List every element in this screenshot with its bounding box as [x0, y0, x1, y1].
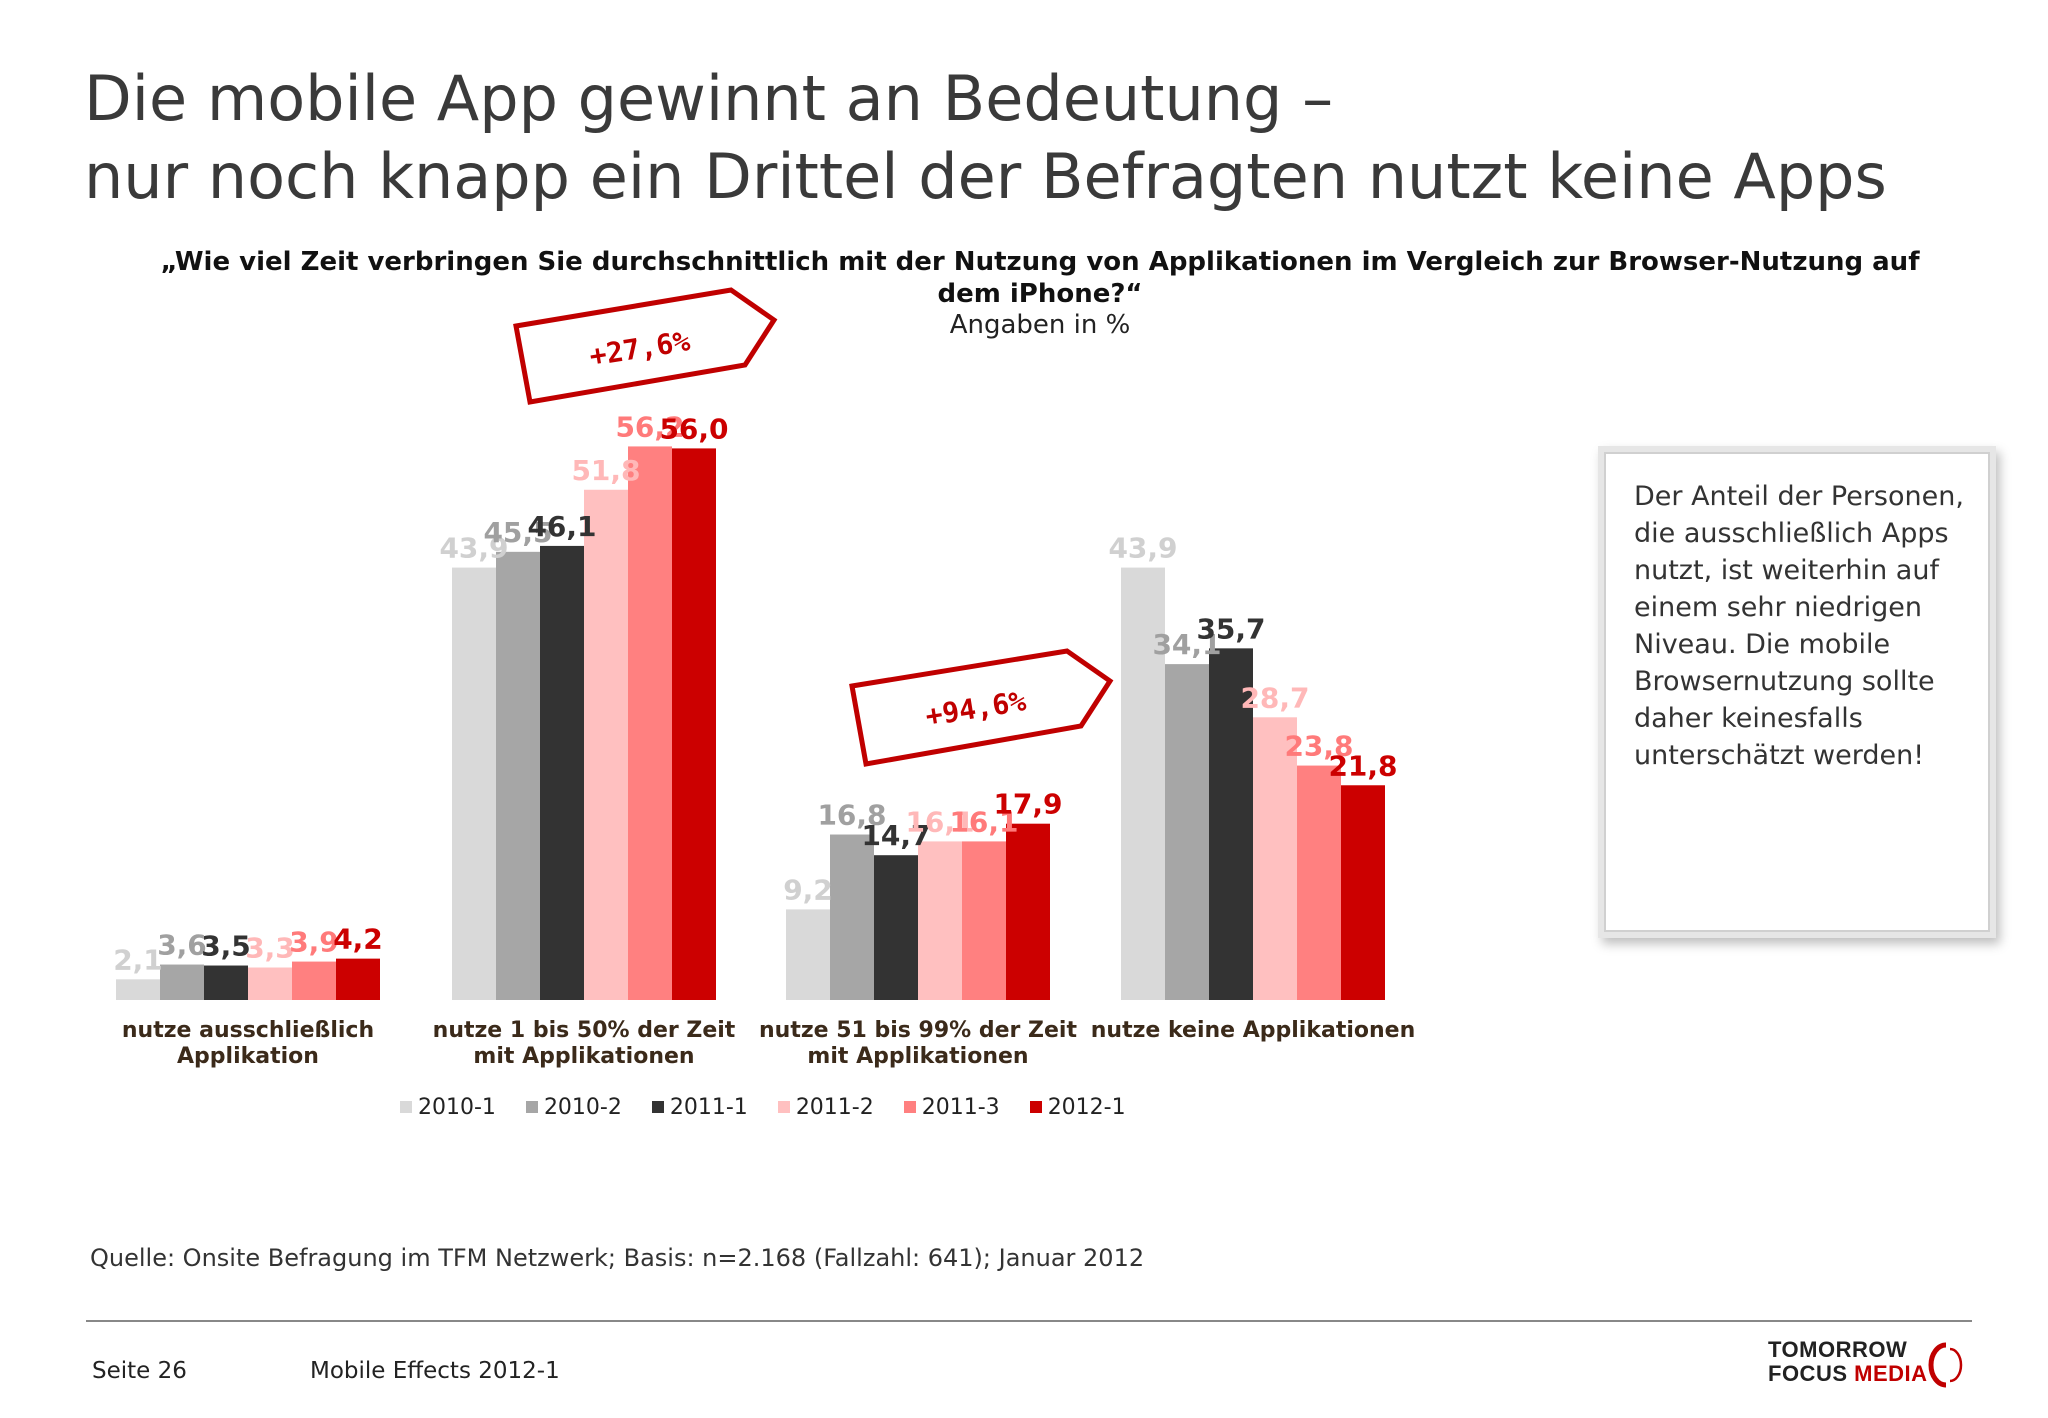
legend-item-2010-2: 2010-2	[525, 1092, 622, 1122]
bar-value-label-2011-1-cat-2: 46,1	[527, 510, 596, 543]
bar-2012-1-cat-1	[336, 958, 380, 1000]
bar-value-label-2012-1-cat-3: 17,9	[993, 788, 1062, 821]
units-label: Angaben in %	[949, 310, 1131, 340]
bar-value-label-2011-2-cat-3: 16,1	[905, 805, 974, 838]
legend-swatch	[777, 1101, 790, 1113]
callout-arrow-2	[849, 648, 1114, 767]
legend-item-2011-3: 2011-3	[903, 1092, 1000, 1122]
bar-labels-group: 2,13,63,53,33,94,243,945,546,151,856,256…	[113, 410, 1397, 976]
bar-2011-3-cat-3	[962, 841, 1006, 1000]
bar-value-label-2012-1-cat-2: 56,0	[659, 412, 728, 445]
legend-swatch	[525, 1101, 538, 1113]
bar-2010-2-cat-2	[496, 551, 540, 1000]
bar-2011-2-cat-4	[1253, 717, 1297, 1000]
bar-value-label-2010-1-cat-2: 43,9	[439, 532, 508, 565]
report-name: Mobile Effects 2012-1	[310, 1358, 560, 1384]
bar-2012-1-cat-4	[1341, 785, 1385, 1000]
legend-swatch	[651, 1101, 664, 1113]
bar-2010-1-cat-4	[1121, 567, 1165, 1000]
source-note: Quelle: Onsite Befragung im TFM Netzwerk…	[90, 1244, 1145, 1272]
bars-group	[116, 446, 1385, 1000]
bar-value-label-2010-2-cat-3: 16,8	[817, 799, 886, 832]
bar-value-label-2011-1-cat-1: 3,5	[201, 930, 251, 963]
note-board: Der Anteil der Personen, die ausschließl…	[1598, 446, 1996, 938]
logo-line-2: FOCUS MEDIA	[1768, 1362, 1968, 1386]
legend-label: 2011-2	[795, 1094, 874, 1120]
bar-2010-2-cat-1	[160, 964, 204, 1000]
survey-question: „Wie viel Zeit verbringen Sie durchschni…	[160, 247, 1920, 309]
legend-swatch	[400, 1101, 412, 1113]
category-label-2: nutze 1 bis 50% der Zeit mit Applikation…	[432, 1018, 736, 1069]
bar-2011-1-cat-4	[1209, 648, 1253, 1000]
bar-2010-2-cat-4	[1165, 664, 1209, 1000]
bar-value-label-2011-3-cat-4: 23,8	[1284, 730, 1353, 763]
bar-value-label-2011-1-cat-4: 35,7	[1196, 612, 1265, 645]
logo-word-media: MEDIA	[1854, 1361, 1928, 1386]
footer-divider	[86, 1320, 1972, 1322]
legend-item-2011-1: 2011-1	[651, 1092, 748, 1122]
note-text: Der Anteil der Personen, die ausschließl…	[1634, 481, 1964, 771]
bar-value-label-2012-1-cat-4: 21,8	[1328, 749, 1397, 782]
bar-2011-3-cat-4	[1297, 765, 1341, 1000]
legend-item-2012-1: 2012-1	[1029, 1092, 1126, 1122]
category-label-4: nutze keine Applikationen	[1090, 1018, 1416, 1043]
bar-2011-1-cat-1	[204, 965, 248, 1000]
bar-2011-1-cat-3	[874, 855, 918, 1000]
bar-value-label-2011-3-cat-2: 56,2	[615, 410, 684, 443]
legend-label: 2011-1	[669, 1094, 748, 1120]
logo-line-1: TOMORROW	[1768, 1337, 1908, 1362]
bar-value-label-2010-2-cat-2: 45,5	[483, 516, 552, 549]
bar-2011-2-cat-2	[584, 489, 628, 1000]
bar-value-label-2012-1-cat-1: 4,2	[333, 923, 383, 956]
legend-item-2010-1: 2010-1	[400, 1092, 496, 1122]
logo-word-focus: FOCUS	[1768, 1361, 1848, 1386]
company-logo: TOMORROW FOCUS MEDIA	[1768, 1338, 1968, 1398]
bar-value-label-2011-3-cat-1: 3,9	[289, 926, 339, 959]
bar-2011-3-cat-2	[628, 446, 672, 1000]
bar-2010-1-cat-3	[786, 909, 830, 1000]
legend: 2010-1 2010-2 2011-1 2011-2 2011-3 2012-1	[400, 1092, 1126, 1122]
bar-value-label-2010-1-cat-3: 9,2	[783, 873, 833, 906]
bar-2011-2-cat-3	[918, 841, 962, 1000]
bar-2010-1-cat-1	[116, 979, 160, 1000]
bar-value-label-2011-1-cat-3: 14,7	[861, 819, 930, 852]
bar-2012-1-cat-2	[672, 448, 716, 1000]
page-title: Die mobile App gewinnt an Bedeutung – nu…	[84, 60, 2004, 216]
bar-value-label-2011-2-cat-2: 51,8	[571, 454, 640, 487]
legend-label: 2010-2	[543, 1094, 622, 1120]
bar-value-label-2010-1-cat-4: 43,9	[1108, 532, 1177, 565]
bar-2011-2-cat-1	[248, 967, 292, 1000]
category-label-3: nutze 51 bis 99% der Zeit mit Applikatio…	[759, 1018, 1077, 1069]
legend-label: 2012-1	[1047, 1094, 1126, 1120]
logo-ring-icon	[1928, 1342, 1963, 1388]
title-line-2: nur noch knapp ein Drittel der Befragten…	[84, 140, 1887, 213]
category-label-1: nutze ausschließlich Applikation	[121, 1018, 375, 1069]
legend-item-2011-2: 2011-2	[777, 1092, 874, 1122]
legend-swatch	[1029, 1101, 1042, 1113]
title-line-1: Die mobile App gewinnt an Bedeutung –	[84, 62, 1334, 135]
bar-2010-1-cat-2	[452, 567, 496, 1000]
bar-2012-1-cat-3	[1006, 823, 1050, 1000]
legend-label: 2010-1	[418, 1094, 496, 1120]
callout-arrow-1	[513, 287, 778, 405]
bar-value-label-2010-2-cat-1: 3,6	[157, 929, 207, 962]
bar-value-label-2010-1-cat-1: 2,1	[113, 943, 163, 976]
bar-value-label-2011-2-cat-1: 3,3	[245, 931, 295, 964]
page-number: Seite 26	[92, 1358, 187, 1384]
bar-value-label-2010-2-cat-4: 34,1	[1152, 628, 1221, 661]
bar-2011-3-cat-1	[292, 961, 336, 1000]
legend-label: 2011-3	[921, 1094, 1000, 1120]
bar-2011-1-cat-2	[540, 545, 584, 1000]
legend-swatch	[903, 1101, 916, 1113]
bar-value-label-2011-2-cat-4: 28,7	[1240, 681, 1309, 714]
bar-2010-2-cat-3	[830, 834, 874, 1000]
bar-value-label-2011-3-cat-3: 16,1	[949, 805, 1018, 838]
